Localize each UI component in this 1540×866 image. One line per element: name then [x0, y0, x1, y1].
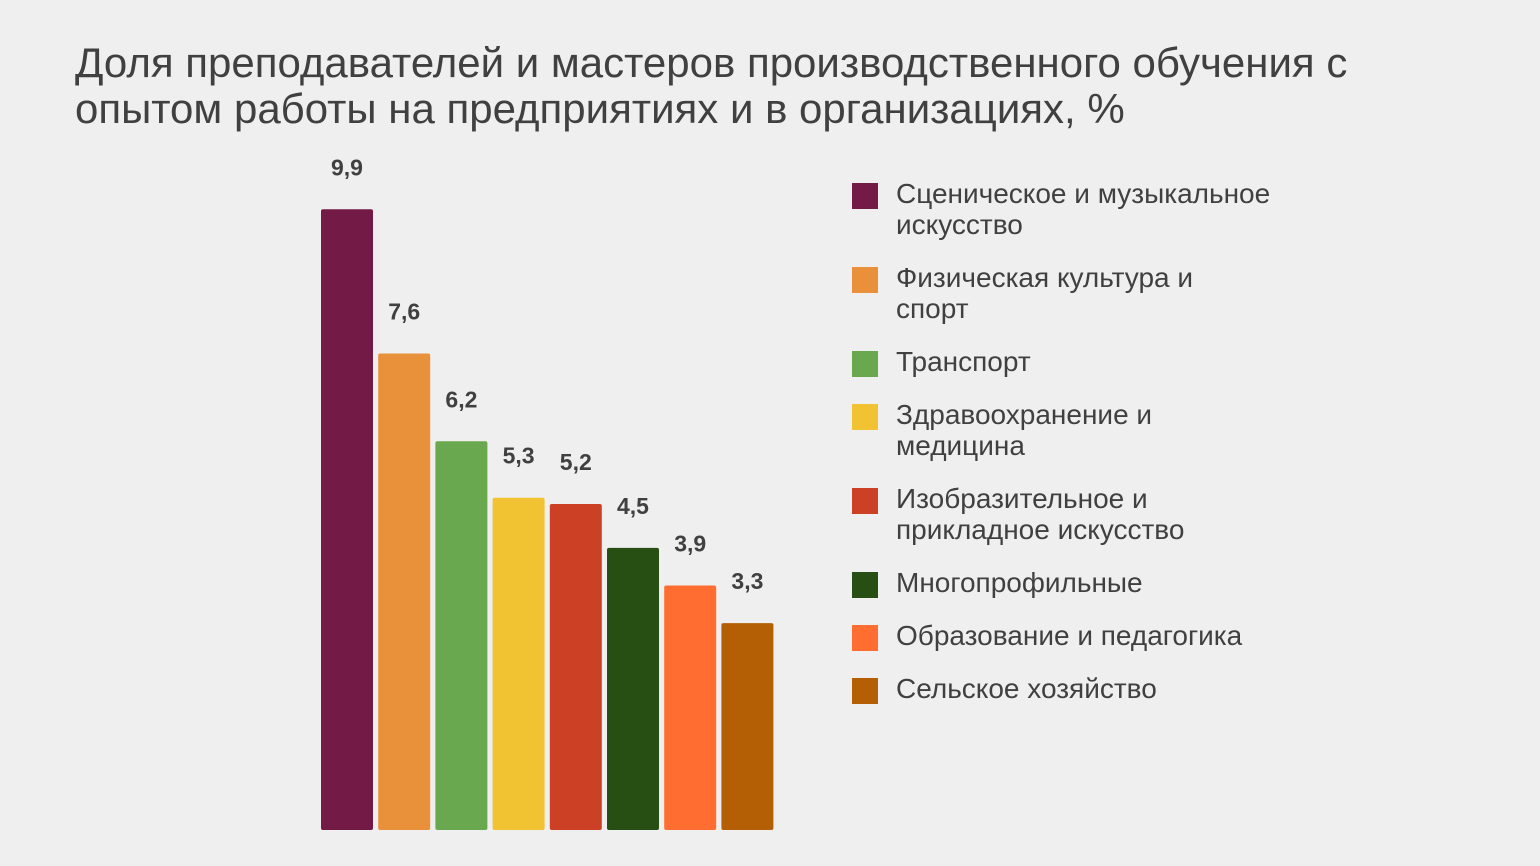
- bar-8: [721, 623, 774, 830]
- chart-legend: Сценическое и музыкальное искусство Физич…: [852, 178, 1272, 726]
- legend-swatch: [852, 572, 878, 598]
- legend-item: Транспорт: [852, 346, 1272, 377]
- bar-6: [607, 547, 659, 830]
- bar-5: [549, 503, 602, 830]
- legend-swatch: [852, 183, 878, 209]
- legend-item: Сельское хозяйство: [852, 673, 1272, 704]
- legend-label: Изобразительное и прикладное искусство: [896, 483, 1185, 545]
- legend-label: Здравоохранение и медицина: [896, 399, 1153, 461]
- legend-item: Образование и педагогика: [852, 620, 1272, 651]
- legend-swatch: [852, 488, 878, 514]
- legend-swatch: [852, 351, 878, 377]
- data-label-4: 5,3: [503, 443, 535, 469]
- legend-label: Транспорт: [896, 346, 1031, 377]
- legend-label: Сценическое и музыкальное искусство: [896, 178, 1271, 240]
- data-label-6: 4,5: [617, 493, 649, 519]
- legend-swatch: [852, 267, 878, 293]
- legend-label: Физическая культура и спорт: [896, 262, 1194, 324]
- bar-7: [664, 585, 717, 830]
- legend-item: Многопрофильные: [852, 567, 1272, 598]
- legend-label: Многопрофильные: [896, 567, 1143, 598]
- legend-swatch: [852, 404, 878, 430]
- bar-4: [492, 497, 545, 830]
- legend-swatch: [852, 678, 878, 704]
- legend-item: Сценическое и музыкальное искусство: [852, 178, 1272, 240]
- legend-swatch: [852, 625, 878, 651]
- data-label-1: 9,9: [331, 154, 363, 180]
- data-label-8: 3,3: [731, 568, 763, 594]
- bar-1: [321, 209, 373, 830]
- chart-title: Доля преподавателей и мастеров производс…: [75, 39, 1348, 132]
- bar-2: [378, 353, 431, 830]
- bar-3: [435, 441, 488, 830]
- data-label-7: 3,9: [674, 530, 706, 556]
- legend-item: Здравоохранение и медицина: [852, 399, 1272, 461]
- data-label-5: 5,2: [560, 449, 592, 475]
- legend-label: Образование и педагогика: [896, 620, 1243, 651]
- legend-label: Сельское хозяйство: [896, 673, 1157, 704]
- data-label-2: 7,6: [388, 298, 420, 324]
- data-label-3: 6,2: [445, 386, 477, 412]
- legend-item: Изобразительное и прикладное искусство: [852, 483, 1272, 545]
- legend-item: Физическая культура и спорт: [852, 262, 1272, 324]
